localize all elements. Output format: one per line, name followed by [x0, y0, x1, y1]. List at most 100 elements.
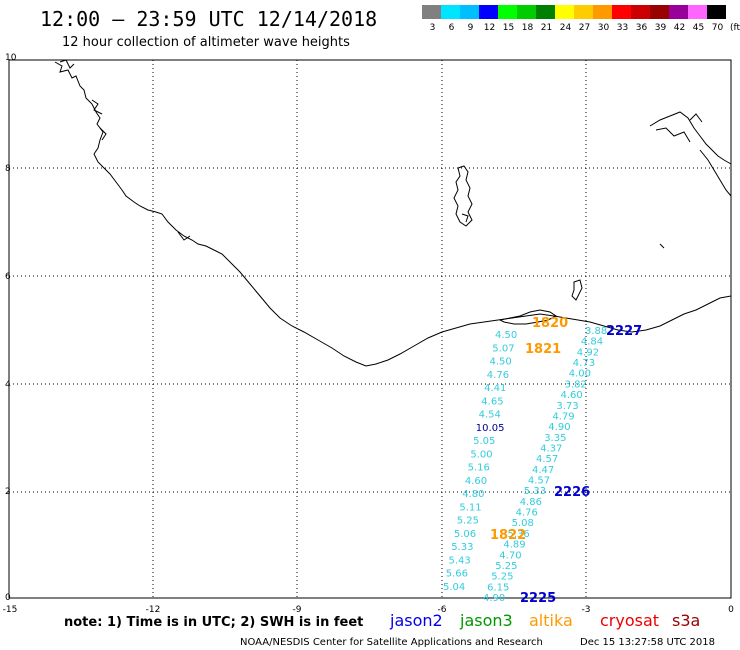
satellite-jason3: jason3 — [459, 611, 513, 630]
time-label: 1821 — [525, 342, 561, 357]
wave-height-value: 4.60 — [465, 476, 487, 487]
wave-height-value: 4.50 — [495, 330, 517, 341]
wave-height-value: 3.73 — [556, 401, 578, 412]
wave-height-value: 4.70 — [499, 550, 521, 561]
plot-frame — [8, 59, 732, 599]
wave-height-value: 5.25 — [495, 561, 517, 572]
time-label: 2226 — [554, 485, 590, 500]
wave-height-value: 4.73 — [573, 358, 595, 369]
legend-swatch — [460, 5, 479, 19]
legend-swatch — [688, 5, 707, 19]
wave-height-value: 5.43 — [449, 556, 471, 567]
wave-height-value: 5.25 — [457, 516, 479, 527]
legend-label: 15 — [503, 23, 514, 33]
ytick-label: 2 — [5, 487, 11, 497]
wave-height-value: 4.47 — [532, 465, 554, 476]
legend-swatch — [555, 5, 574, 19]
wave-height-value: 4.50 — [490, 357, 512, 368]
wave-height-value: 4.90 — [483, 593, 505, 604]
ytick-label: 0 — [5, 593, 11, 603]
wave-height-value: 3.82 — [565, 379, 587, 390]
legend-swatch — [631, 5, 650, 19]
legend-label: 45 — [693, 23, 704, 33]
legend-label: 3 — [430, 23, 436, 33]
legend-label: 27 — [579, 23, 590, 33]
wave-height-value: 6.15 — [487, 582, 509, 593]
legend-label: 12 — [484, 23, 495, 33]
ytick-label: 8 — [5, 164, 11, 174]
legend-label: 70 — [712, 23, 724, 33]
wave-height-value: 5.05 — [473, 436, 495, 447]
legend-label: 36 — [636, 23, 648, 33]
wave-height-value: 4.37 — [540, 444, 562, 455]
satellite-jason2: jason2 — [389, 611, 443, 630]
wave-height-value: 5.25 — [491, 572, 513, 583]
satellite-s3a: s3a — [672, 611, 700, 630]
wave-height-value: 4.86 — [520, 497, 542, 508]
map-subtitle: 12 hour collection of altimeter wave hei… — [62, 35, 350, 50]
wave-height-value: 4.76 — [516, 508, 538, 519]
legend-label: 6 — [449, 23, 455, 33]
xtick-label: -3 — [582, 605, 591, 615]
xtick-label: 0 — [728, 605, 734, 615]
track-east: 3.884.844.924.734.003.824.603.734.794.90… — [483, 326, 607, 604]
xtick-label: -12 — [146, 605, 161, 615]
wave-height-value: 4.76 — [487, 370, 509, 381]
wave-height-value: 4.79 — [552, 411, 574, 422]
wave-height-value: 5.07 — [492, 343, 514, 354]
wave-height-value: 3.88 — [585, 326, 607, 337]
footer-note: note: 1) Time is in UTC; 2) SWH is in fe… — [64, 615, 363, 630]
xtick-label: -9 — [293, 605, 302, 615]
track-west: 4.50 5.07 4.50 4.76 4.41 4.65 4.54 10.05 5.05 5.0… — [443, 330, 517, 593]
wave-height-value: 5.16 — [468, 463, 490, 474]
wave-height-value: 3.35 — [544, 433, 566, 444]
wave-height-value: 4.84 — [581, 337, 603, 348]
ytick-label: 4 — [5, 380, 11, 390]
wave-height-value: 4.90 — [548, 422, 570, 433]
time-label: 1822 — [490, 528, 526, 543]
satellite-cryosat: cryosat — [600, 611, 659, 630]
wave-height-value: 5.06 — [454, 529, 476, 540]
wave-height-value: 4.89 — [503, 540, 525, 551]
wave-height-value: 4.65 — [481, 396, 503, 407]
wave-height-value: 4.92 — [577, 347, 599, 358]
wave-height-value: 5.00 — [470, 449, 492, 460]
legend-label: 21 — [541, 23, 552, 33]
legend-swatch — [574, 5, 593, 19]
legend-label: 39 — [655, 23, 667, 33]
wave-height-value: 4.80 — [462, 489, 484, 500]
wave-height-value: 5.36 — [508, 529, 530, 540]
wave-height-value: 4.57 — [528, 476, 550, 487]
legend-swatch — [441, 5, 460, 19]
credit-text: NOAA/NESDIS Center for Satellite Applica… — [240, 637, 543, 648]
legend-swatch — [422, 5, 441, 19]
wave-height-value: 5.11 — [459, 502, 481, 513]
legend-label: 33 — [617, 23, 628, 33]
xtick-label: -15 — [3, 605, 18, 615]
time-label: 2227 — [606, 324, 642, 339]
legend-label: 24 — [560, 23, 572, 33]
time-label: 2225 — [520, 591, 556, 606]
wave-height-value: 4.41 — [484, 383, 506, 394]
legend-swatch — [669, 5, 688, 19]
legend-swatch — [479, 5, 498, 19]
time-label: 1820 — [532, 316, 568, 331]
legend-label: 42 — [674, 23, 685, 33]
map-title: 12:00 – 23:59 UTC 12/14/2018 — [40, 7, 377, 31]
satellite-altika: altika — [529, 611, 573, 630]
wave-height-value: 5.04 — [443, 582, 465, 593]
wave-height-value: 10.05 — [476, 423, 505, 434]
legend-swatch — [707, 5, 726, 19]
legend-swatch — [650, 5, 669, 19]
wave-height-value: 4.00 — [569, 369, 591, 380]
legend-swatch — [517, 5, 536, 19]
wave-height-value: 5.08 — [512, 518, 534, 529]
wave-height-value: 4.54 — [479, 410, 501, 421]
legend-swatch — [498, 5, 517, 19]
legend-label: 18 — [522, 23, 534, 33]
timestamp-text: Dec 15 13:27:58 UTC 2018 — [580, 637, 715, 648]
coastline — [54, 59, 732, 367]
wave-height-value: 4.57 — [536, 454, 558, 465]
